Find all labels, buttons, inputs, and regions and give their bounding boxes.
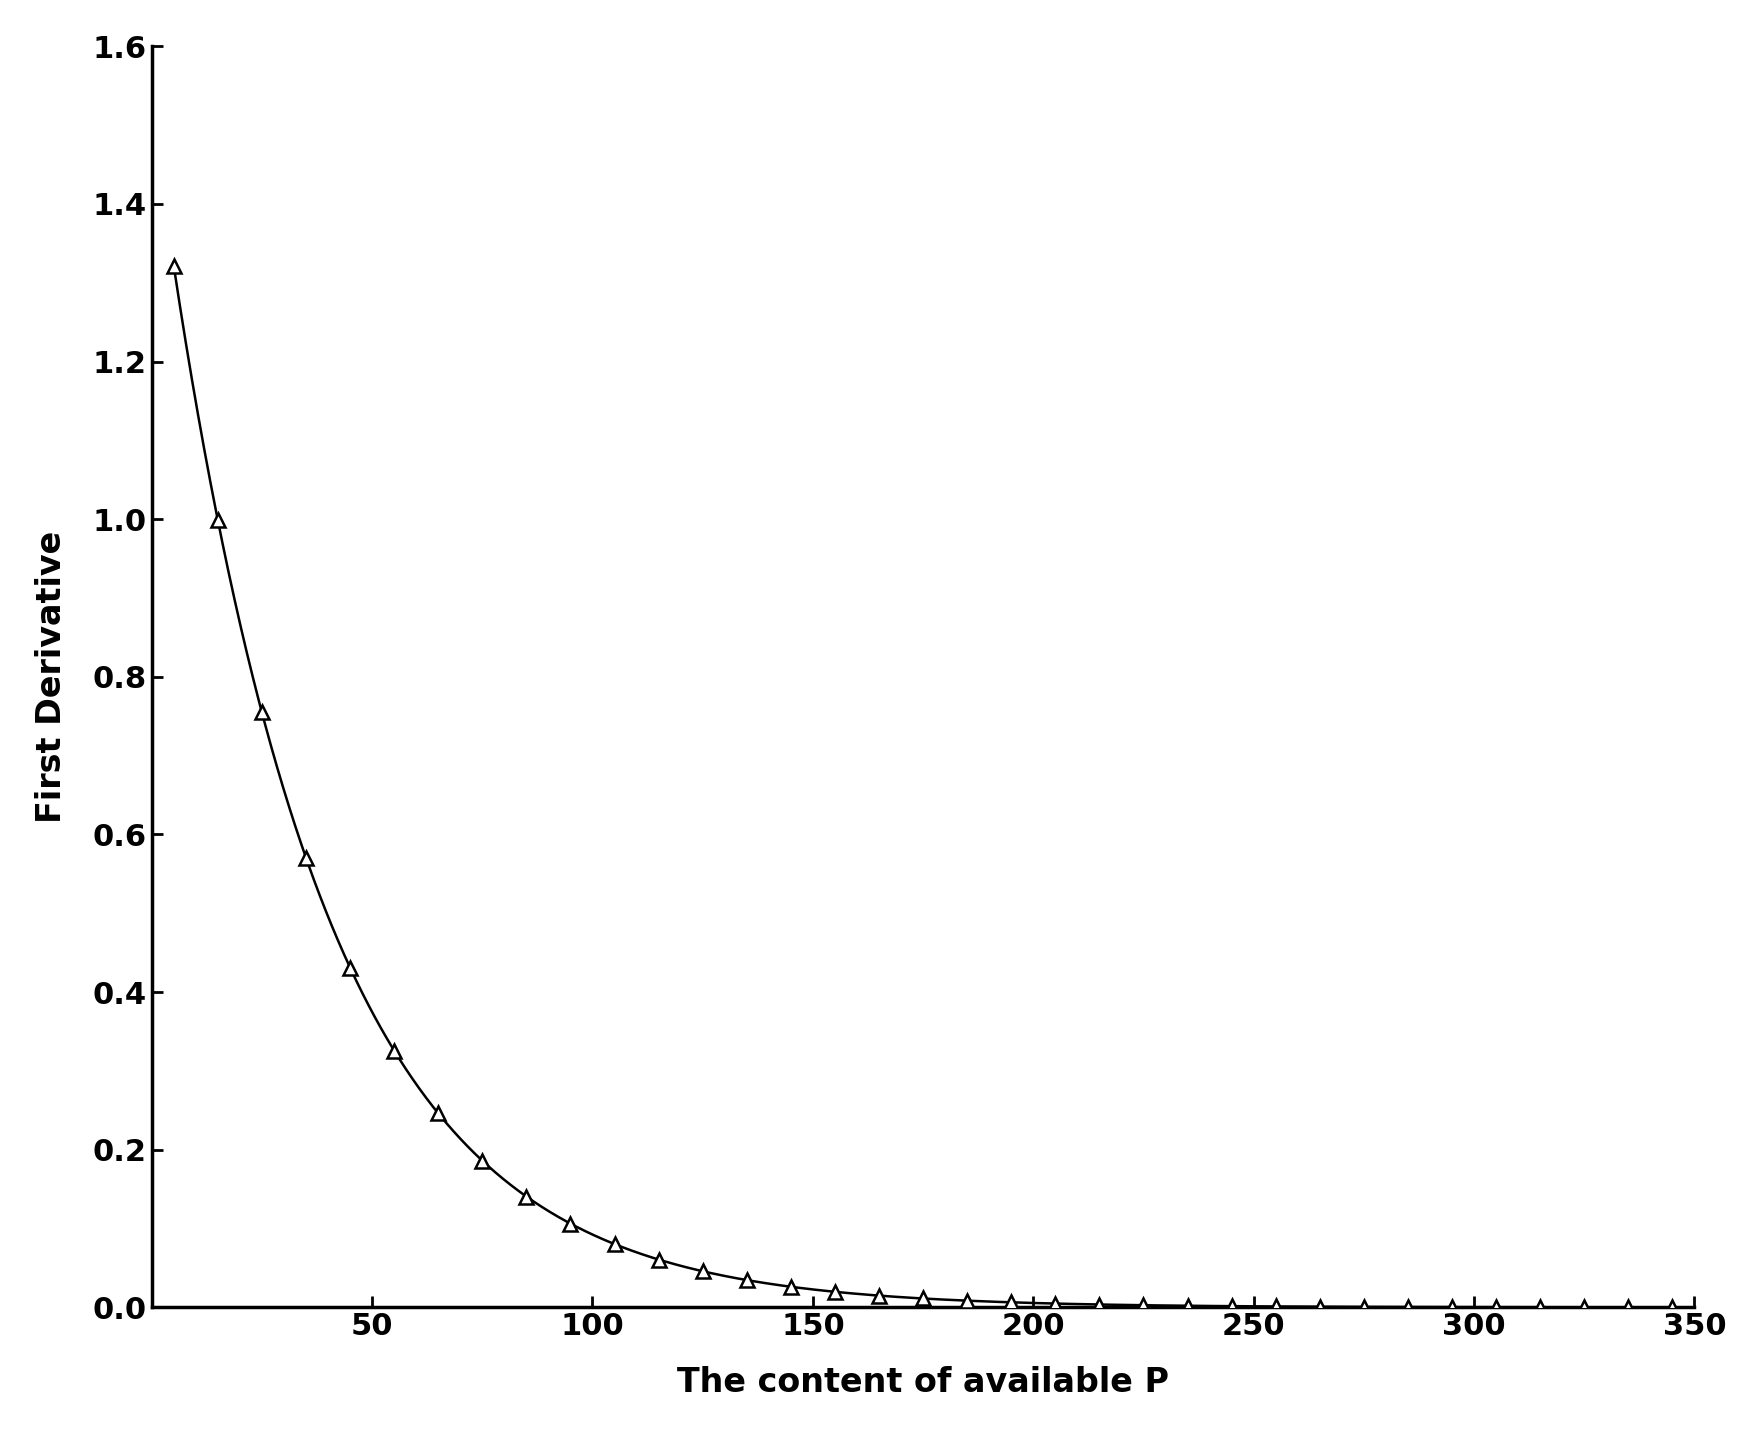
X-axis label: The content of available P: The content of available P xyxy=(676,1367,1169,1400)
Y-axis label: First Derivative: First Derivative xyxy=(35,531,67,823)
